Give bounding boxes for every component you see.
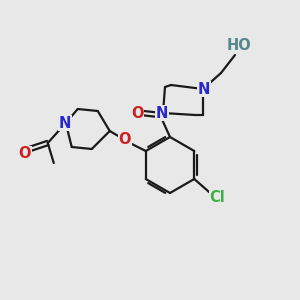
Text: N: N bbox=[156, 106, 168, 121]
Text: N: N bbox=[58, 116, 71, 130]
Text: Cl: Cl bbox=[209, 190, 225, 205]
Text: O: O bbox=[19, 146, 31, 161]
Text: N: N bbox=[198, 82, 210, 97]
Text: HO: HO bbox=[226, 38, 251, 53]
Text: O: O bbox=[118, 131, 131, 146]
Text: O: O bbox=[131, 106, 143, 121]
